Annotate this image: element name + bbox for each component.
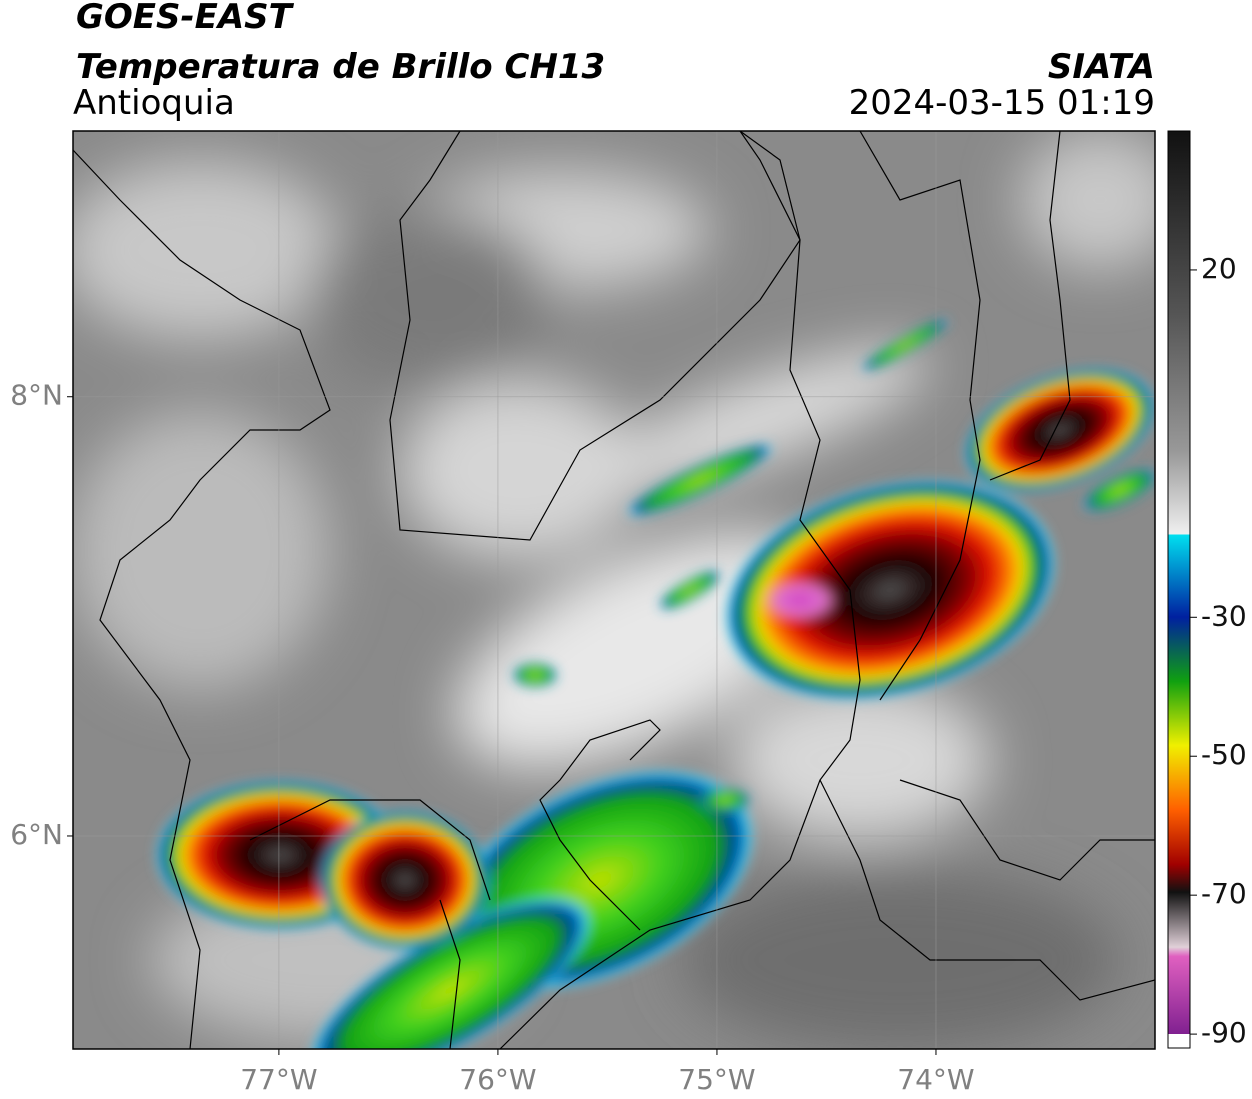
- title: GOES-EAST: [76, 0, 295, 37]
- colorbar: [1167, 130, 1191, 1049]
- x-tick-label: 76°W: [459, 1063, 536, 1096]
- x-tick-label: 74°W: [897, 1063, 974, 1096]
- colorbar-tick-label: 20: [1201, 252, 1237, 285]
- colorbar-tick-label: -90: [1201, 1016, 1247, 1049]
- map-frame: [72, 130, 1156, 1050]
- source: SIATA: [1048, 47, 1155, 87]
- timestamp: 2024-03-15 01:19: [849, 83, 1155, 123]
- satellite-image: [73, 131, 1155, 1049]
- y-tick-label: 8°N: [10, 379, 63, 412]
- x-tick-label: 75°W: [678, 1063, 755, 1096]
- colorbar-tick-label: -50: [1201, 738, 1247, 771]
- x-tick-label: 77°W: [240, 1063, 317, 1096]
- graticule: [73, 131, 1155, 1049]
- y-tick-label: 6°N: [10, 818, 63, 851]
- region: Antioquia: [73, 83, 235, 123]
- colorbar-tick-label: -30: [1201, 599, 1247, 632]
- colorbar-tick-label: -70: [1201, 877, 1247, 910]
- subtitle: Temperatura de Brillo CH13: [76, 47, 605, 87]
